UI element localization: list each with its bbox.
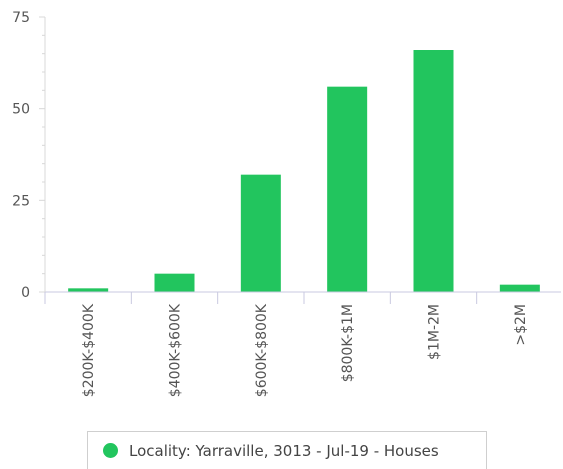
y-tick-label: 0 xyxy=(21,285,30,301)
legend[interactable]: Locality: Yarraville, 3013 - Jul-19 - Ho… xyxy=(87,431,487,469)
bars xyxy=(68,50,540,293)
bar[interactable] xyxy=(413,50,454,292)
bar[interactable] xyxy=(240,174,281,292)
x-tick-label: $800K-$1M xyxy=(340,304,356,382)
bar[interactable] xyxy=(154,273,195,292)
legend-label: Locality: Yarraville, 3013 - Jul-19 - Ho… xyxy=(129,441,439,460)
bar[interactable] xyxy=(68,288,109,292)
x-tick-label: $600K-$800K xyxy=(254,303,270,397)
x-tick-label: $1M-2M xyxy=(427,304,443,360)
y-tick-label: 50 xyxy=(12,102,30,118)
y-axis: 0 25 50 75 xyxy=(12,10,45,301)
y-tick-label: 75 xyxy=(12,10,30,26)
x-tick-label: $200K-$400K xyxy=(81,303,97,397)
x-axis: $200K-$400K $400K-$600K $600K-$800K $800K-$… xyxy=(44,292,529,397)
x-tick-label: $400K-$600K xyxy=(168,303,184,397)
bar[interactable] xyxy=(327,86,368,293)
bar[interactable] xyxy=(499,284,540,292)
legend-marker-icon xyxy=(103,443,118,458)
x-tick-label: >$2M xyxy=(513,304,529,346)
y-tick-label: 25 xyxy=(12,193,30,209)
bar-chart: 0 25 50 75 $200K-$400K $400K-$600K $600K-$800… xyxy=(12,10,561,397)
